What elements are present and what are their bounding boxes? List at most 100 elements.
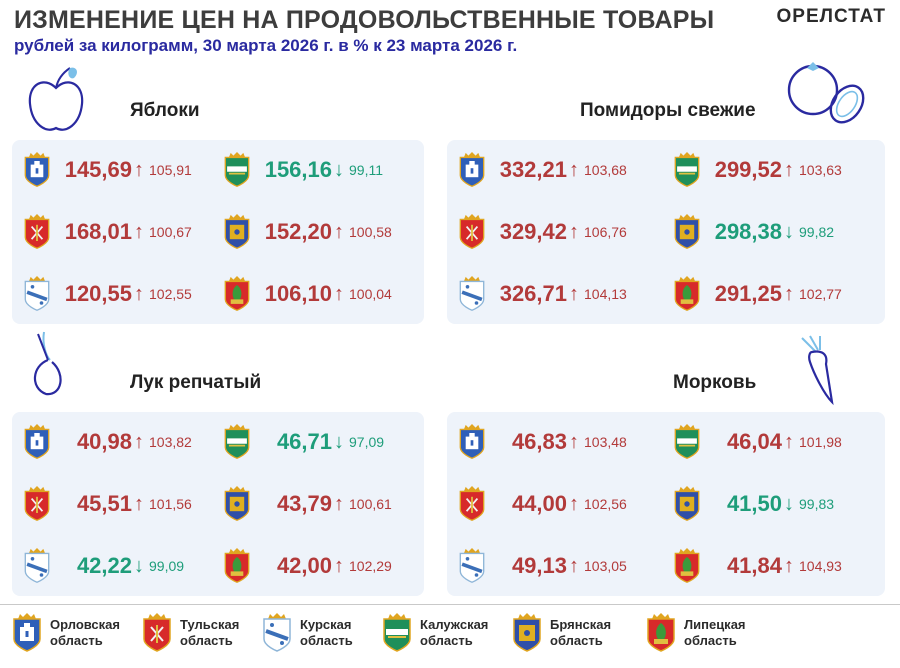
legend-item-orel: Орловская область xyxy=(12,612,130,654)
percent-value: 103,68 xyxy=(584,162,627,178)
bryansk-crest-icon xyxy=(672,486,702,522)
panel-apples xyxy=(12,140,424,324)
arrow-down-icon: ↓ xyxy=(784,492,794,515)
lipetsk-crest-icon xyxy=(222,276,252,312)
panel-carrots xyxy=(447,412,885,596)
price-row-bryansk: 41,50 ↓ 99,83 xyxy=(672,486,834,522)
price-row-orel: 145,69 ↑ 105,91 xyxy=(22,152,192,188)
percent-value: 97,09 xyxy=(349,434,385,450)
price-value: 156,16 xyxy=(264,157,332,182)
brand-logo: ОРЕЛСТАТ xyxy=(776,6,886,27)
section-title-apples: Яблоки xyxy=(130,100,200,121)
price-row-orel: 332,21 ↑ 103,68 xyxy=(457,152,627,188)
kaluga-crest-icon xyxy=(672,424,702,460)
percent-value: 106,76 xyxy=(584,224,627,240)
tula-crest-icon xyxy=(142,612,172,654)
kaluga-crest-icon xyxy=(222,152,252,188)
price-value: 45,51 xyxy=(76,491,132,516)
percent-value: 100,61 xyxy=(349,496,392,512)
kaluga-crest-icon xyxy=(672,152,702,188)
price-row-bryansk: 43,79 ↑ 100,61 xyxy=(222,486,392,522)
arrow-up-icon: ↑ xyxy=(569,158,579,181)
orel-crest-icon xyxy=(12,612,42,654)
price-row-kursk: 49,13 ↑ 103,05 xyxy=(457,548,627,584)
kursk-crest-icon xyxy=(457,276,487,312)
arrow-up-icon: ↑ xyxy=(784,282,794,305)
percent-value: 99,11 xyxy=(349,162,383,178)
price-value: 168,01 xyxy=(64,219,132,244)
kursk-crest-icon xyxy=(262,612,292,654)
price-value: 120,55 xyxy=(64,281,132,306)
price-row-lipetsk: 41,84 ↑ 104,93 xyxy=(672,548,842,584)
lipetsk-crest-icon xyxy=(672,276,702,312)
price-row-kursk: 326,71 ↑ 104,13 xyxy=(457,276,627,312)
legend-item-kaluga: Калужская область xyxy=(382,612,500,654)
price-value: 43,79 xyxy=(276,491,332,516)
section-title-carrots: Морковь xyxy=(673,372,757,393)
percent-value: 105,91 xyxy=(149,162,192,178)
price-row-kursk: 120,55 ↑ 102,55 xyxy=(22,276,192,312)
arrow-up-icon: ↑ xyxy=(784,430,794,453)
legend-item-bryansk: Брянская область xyxy=(512,612,630,654)
price-row-bryansk: 152,20 ↑ 100,58 xyxy=(222,214,392,250)
price-row-orel: 46,83 ↑ 103,48 xyxy=(457,424,627,460)
price-value: 46,04 xyxy=(726,429,782,454)
price-value: 42,00 xyxy=(276,553,332,578)
arrow-down-icon: ↓ xyxy=(134,554,144,577)
lipetsk-crest-icon xyxy=(222,548,252,584)
arrow-up-icon: ↑ xyxy=(134,492,144,515)
price-value: 326,71 xyxy=(499,281,567,306)
arrow-up-icon: ↑ xyxy=(334,554,344,577)
bryansk-crest-icon xyxy=(222,486,252,522)
apple-icon xyxy=(28,67,84,131)
page-subtitle: рублей за килограмм, 30 марта 2026 г. в … xyxy=(14,36,518,55)
section-title-onions: Лук репчатый xyxy=(130,372,262,393)
price-row-lipetsk: 291,25 ↑ 102,77 xyxy=(672,276,842,312)
price-value: 298,38 xyxy=(714,219,782,244)
percent-value: 100,67 xyxy=(149,224,192,240)
kursk-crest-icon xyxy=(22,548,52,584)
kursk-crest-icon xyxy=(22,276,52,312)
percent-value: 103,63 xyxy=(799,162,842,178)
page-title: ИЗМЕНЕНИЕ ЦЕН НА ПРОДОВОЛЬСТВЕННЫЕ ТОВАР… xyxy=(14,6,715,34)
legend-divider xyxy=(0,604,900,605)
percent-value: 102,55 xyxy=(149,286,192,302)
legend-item-lipetsk: Липецкая область xyxy=(646,612,764,654)
section-title-tomatoes: Помидоры свежие xyxy=(580,100,756,121)
legend-label: Орловская область xyxy=(50,617,120,648)
arrow-down-icon: ↓ xyxy=(334,430,344,453)
price-row-kaluga: 156,16 ↓ 99,11 xyxy=(222,152,383,188)
tomato-icon xyxy=(787,62,865,124)
legend-item-kursk: Курская область xyxy=(262,612,380,654)
carrot-icon xyxy=(801,335,834,406)
arrow-down-icon: ↓ xyxy=(334,158,344,181)
price-value: 332,21 xyxy=(499,157,567,182)
percent-value: 101,56 xyxy=(149,496,192,512)
legend-label: Курская область xyxy=(300,617,353,648)
price-value: 299,52 xyxy=(714,157,782,182)
orel-crest-icon xyxy=(22,152,52,188)
percent-value: 104,13 xyxy=(584,286,627,302)
price-value: 46,71 xyxy=(276,429,332,454)
price-row-kaluga: 46,04 ↑ 101,98 xyxy=(672,424,842,460)
legend-item-tula: Тульская область xyxy=(142,612,260,654)
onion-icon xyxy=(33,331,62,396)
price-value: 152,20 xyxy=(264,219,332,244)
kursk-crest-icon xyxy=(457,548,487,584)
percent-value: 103,05 xyxy=(584,558,627,574)
price-row-tula: 168,01 ↑ 100,67 xyxy=(22,214,192,250)
orel-crest-icon xyxy=(457,152,487,188)
price-row-lipetsk: 106,10 ↑ 100,04 xyxy=(222,276,392,312)
arrow-up-icon: ↑ xyxy=(134,282,144,305)
price-value: 145,69 xyxy=(64,157,132,182)
legend-label: Липецкая область xyxy=(684,617,746,648)
arrow-up-icon: ↑ xyxy=(334,220,344,243)
panel-onions xyxy=(12,412,424,596)
lipetsk-crest-icon xyxy=(672,548,702,584)
price-value: 44,00 xyxy=(511,491,567,516)
price-value: 41,84 xyxy=(726,553,782,578)
legend-label: Тульская область xyxy=(180,617,240,648)
percent-value: 104,93 xyxy=(799,558,842,574)
percent-value: 99,09 xyxy=(149,558,185,574)
price-value: 41,50 xyxy=(726,491,782,516)
